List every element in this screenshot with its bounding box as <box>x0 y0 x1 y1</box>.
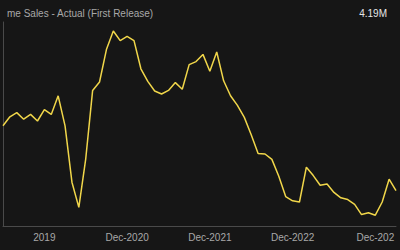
svg-text:Dec-2020: Dec-2020 <box>105 232 149 243</box>
svg-text:Dec-2021: Dec-2021 <box>188 232 232 243</box>
svg-text:Dec-2022: Dec-2022 <box>271 232 315 243</box>
svg-text:4.19M: 4.19M <box>359 8 387 19</box>
svg-text:me Sales - Actual (First Relea: me Sales - Actual (First Release) <box>7 8 153 19</box>
svg-text:Dec-202: Dec-202 <box>356 232 394 243</box>
svg-text:2019: 2019 <box>33 232 56 243</box>
